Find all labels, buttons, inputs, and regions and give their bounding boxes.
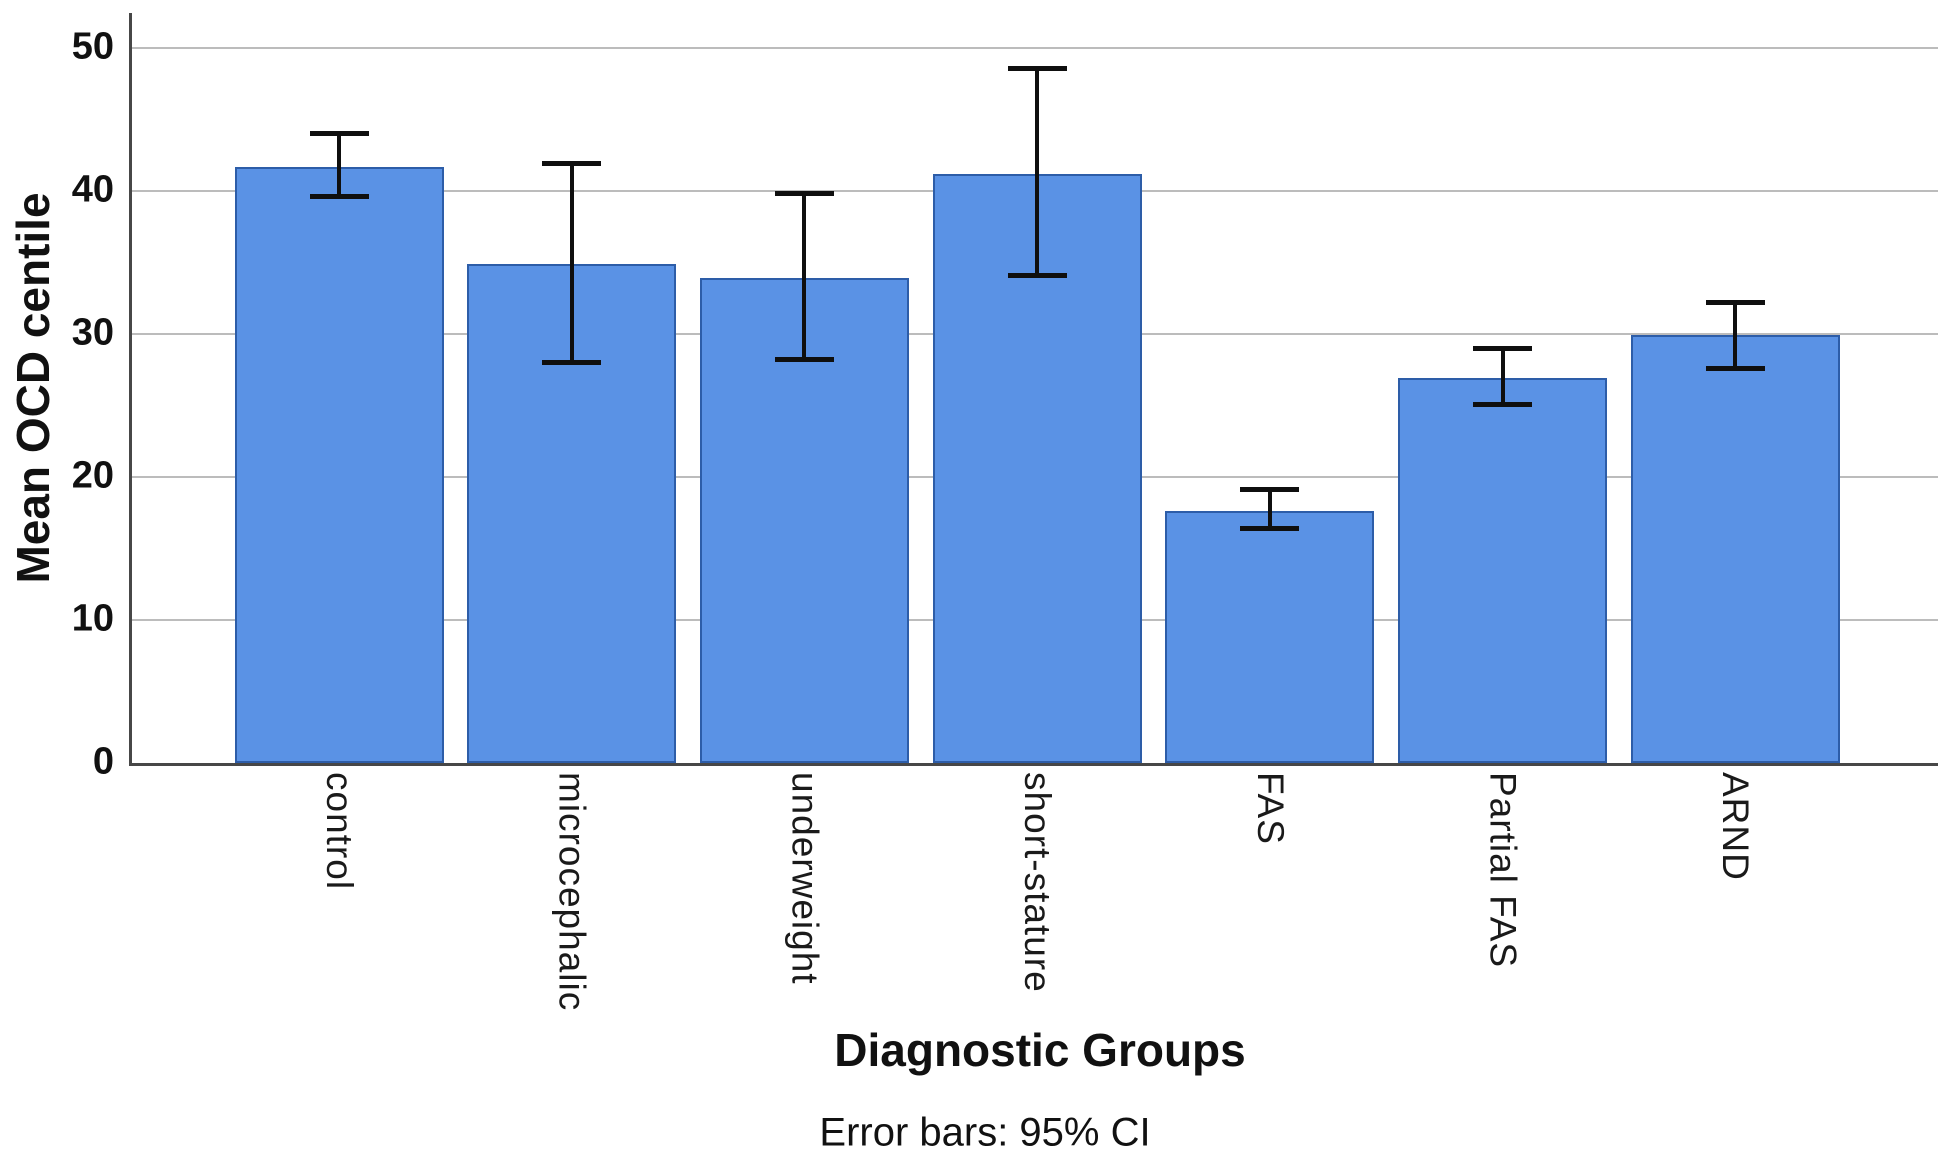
x-axis-title: Diagnostic Groups	[834, 1024, 1246, 1076]
error-bar-cap-low-underweight	[774, 357, 834, 363]
error-bar-cap-high-arnd	[1705, 300, 1765, 306]
x-label-control: control	[319, 772, 360, 891]
error-bars-footnote: Error bars: 95% CI	[819, 1110, 1151, 1155]
error-bar-cap-high-underweight	[774, 191, 834, 197]
bar-fas	[1165, 511, 1375, 763]
x-label-fas: FAS	[1249, 772, 1291, 845]
y-axis-title: Mean OCD centile	[7, 192, 59, 584]
error-bar-cap-low-microcephalic	[542, 360, 602, 366]
error-bar-stem-arnd	[1733, 302, 1738, 369]
error-bar-cap-high-partial-fas	[1473, 345, 1532, 351]
x-label-partial-fas: Partial FAS	[1482, 772, 1524, 969]
error-bar-stem-partial-fas	[1500, 348, 1505, 405]
y-tick-label-0: 0	[92, 740, 114, 783]
bar-arnd	[1630, 335, 1840, 763]
error-bar-cap-low-fas	[1240, 525, 1300, 531]
y-tick-label-50: 50	[71, 25, 114, 68]
error-bar-cap-high-fas	[1240, 487, 1300, 493]
plot-area	[129, 13, 1938, 766]
error-bar-stem-short-stature	[1035, 68, 1040, 276]
error-bar-cap-high-control	[309, 131, 369, 137]
bar-control	[234, 166, 444, 763]
error-bar-stem-underweight	[802, 193, 807, 360]
error-bar-stem-fas	[1267, 489, 1272, 529]
y-tick-label-40: 40	[71, 168, 114, 211]
error-bar-cap-low-arnd	[1705, 365, 1765, 371]
x-label-microcephalic: microcephalic	[551, 772, 593, 1012]
y-tick-label-30: 30	[71, 311, 114, 354]
x-axis-line	[129, 763, 1938, 766]
error-bar-cap-low-control	[309, 194, 369, 200]
x-label-arnd: ARND	[1715, 772, 1757, 881]
x-label-underweight: underweight	[784, 772, 826, 985]
error-bar-cap-low-short-stature	[1007, 272, 1067, 278]
error-bar-cap-high-microcephalic	[542, 161, 602, 167]
x-label-short-stature: short-stature	[1017, 772, 1059, 993]
error-bar-cap-high-short-stature	[1007, 65, 1067, 71]
y-tick-label-10: 10	[71, 597, 114, 640]
error-bar-stem-microcephalic	[569, 163, 574, 363]
bar-partial-fas	[1398, 378, 1607, 763]
error-bar-cap-low-partial-fas	[1473, 401, 1532, 407]
error-bar-stem-control	[337, 133, 341, 197]
y-tick-label-20: 20	[71, 454, 114, 497]
gridline-50	[132, 47, 1938, 49]
y-axis-line	[129, 13, 132, 766]
